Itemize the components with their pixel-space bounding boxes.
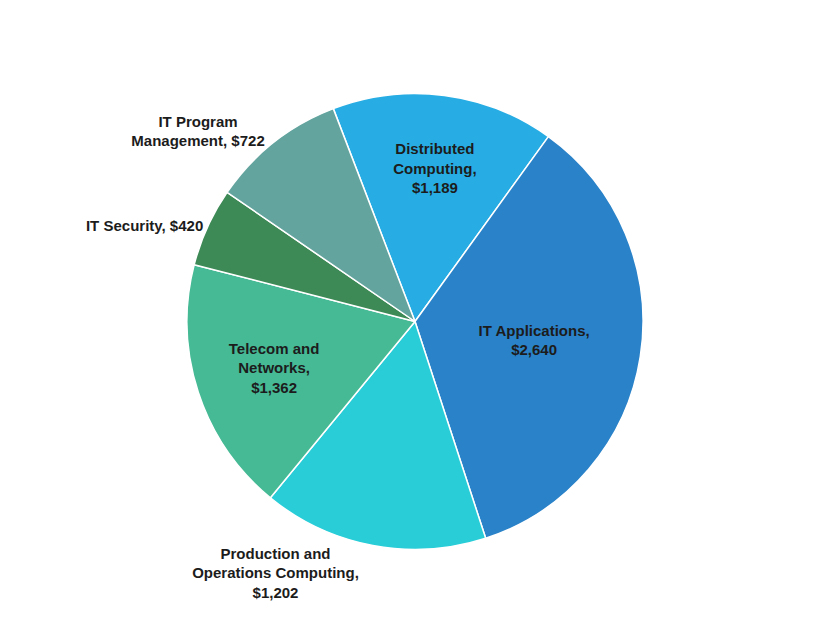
- svg-text:IT Applications,$2,640: IT Applications,$2,640: [479, 322, 590, 359]
- svg-text:IT Security, $420: IT Security, $420: [86, 217, 203, 234]
- svg-text:Telecom andNetworks,$1,362: Telecom andNetworks,$1,362: [229, 340, 320, 396]
- svg-text:IT ProgramManagement, $722: IT ProgramManagement, $722: [131, 113, 264, 150]
- svg-text:Production andOperations Compu: Production andOperations Computing,$1,20…: [192, 545, 359, 601]
- svg-text:DistributedComputing,$1,189: DistributedComputing,$1,189: [393, 140, 476, 196]
